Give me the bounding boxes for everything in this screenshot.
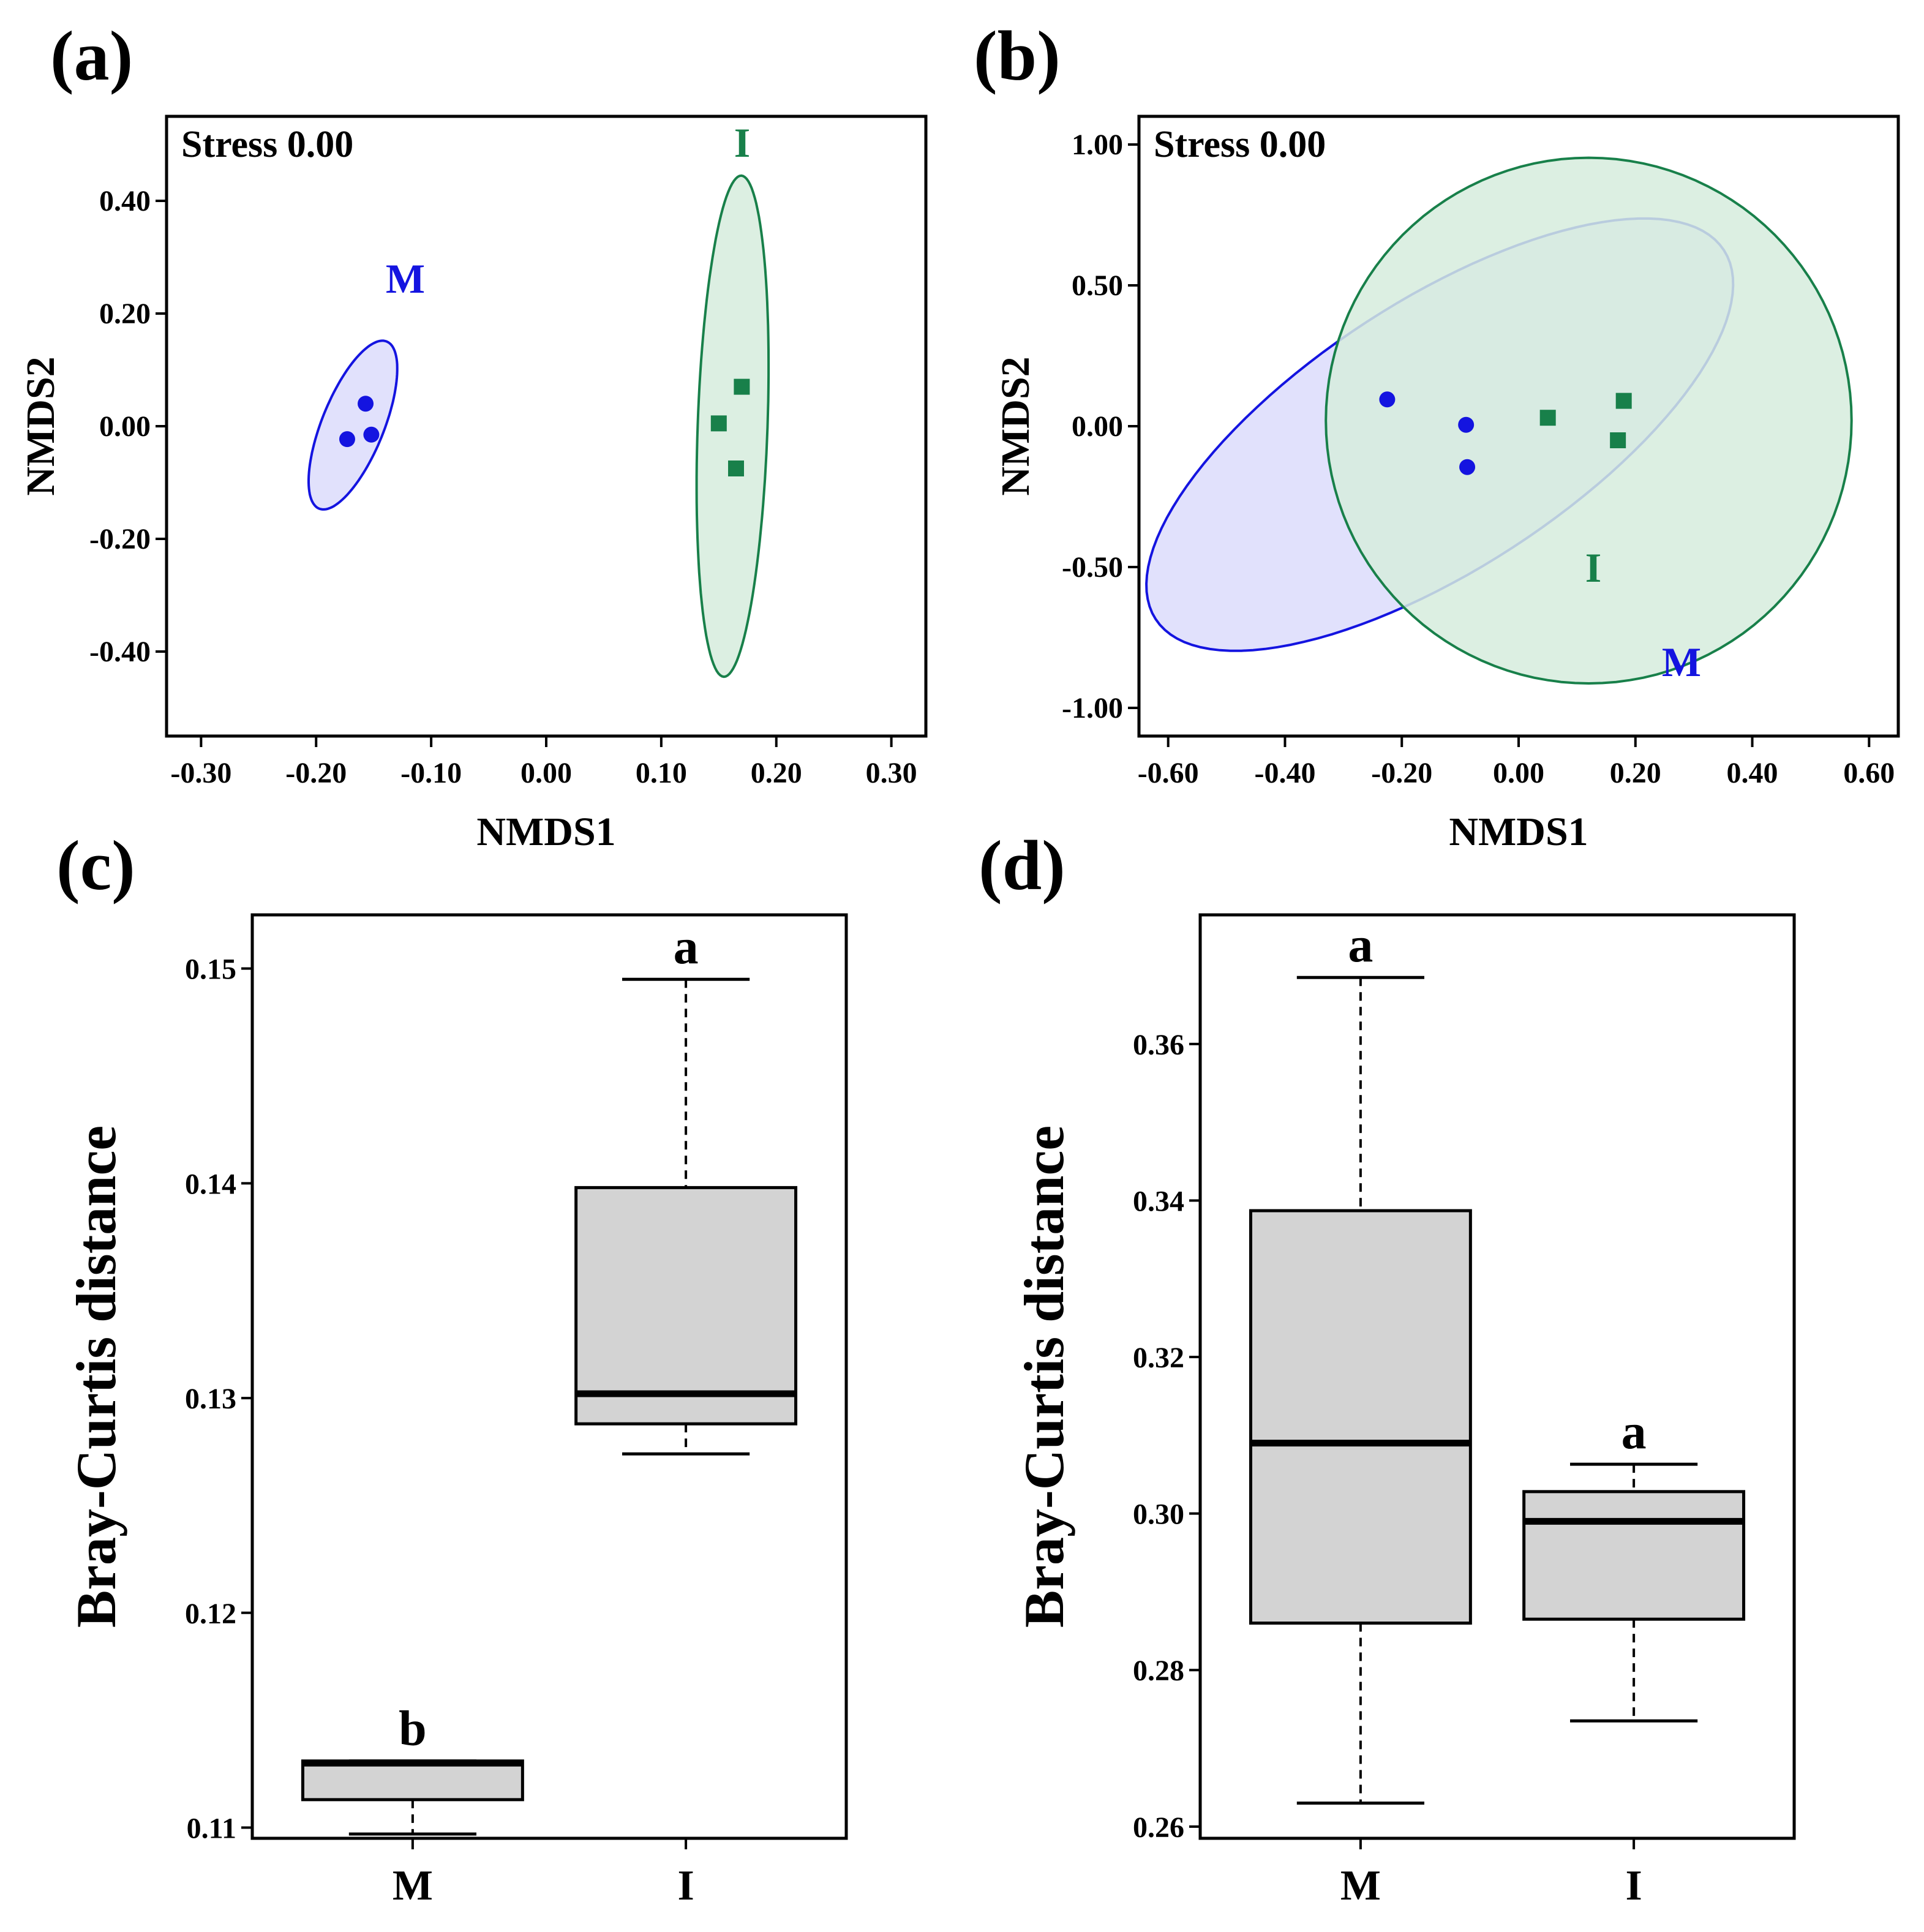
y-axis-label: Bray-Curtis distance: [65, 1126, 127, 1628]
y-tick-label: 0.00: [99, 410, 151, 443]
point-m: [1379, 391, 1396, 408]
x-tick-label: 0.60: [1843, 757, 1895, 789]
x-tick-label: -0.20: [285, 757, 347, 789]
group-label-i: I: [1585, 544, 1601, 591]
x-tick-label: 0.00: [520, 757, 572, 789]
y-tick-label: 0.11: [187, 1812, 236, 1844]
x-tick-label: 0.40: [1727, 757, 1778, 789]
ellipse-i: [695, 174, 770, 678]
significance-letter: a: [1621, 1404, 1647, 1459]
y-tick-label: 0.26: [1133, 1811, 1184, 1844]
point-m: [1458, 416, 1475, 433]
panel-letter: (c): [56, 827, 135, 905]
panel-letter: (a): [50, 17, 133, 96]
y-tick-label: -0.20: [89, 523, 151, 555]
point-i: [1615, 393, 1632, 409]
x-tick-label: -0.30: [170, 757, 231, 789]
box-m: [1249, 1209, 1472, 1625]
point-m: [358, 396, 374, 412]
y-tick-label: 0.50: [1072, 269, 1123, 302]
y-tick-label: -0.40: [89, 636, 151, 668]
y-tick-label: 1.00: [1072, 129, 1123, 161]
y-tick-label: -1.00: [1062, 692, 1123, 724]
x-tick-label: 0.20: [1610, 757, 1661, 789]
y-tick-label: 0.14: [185, 1168, 236, 1200]
y-tick-label: 0.13: [185, 1383, 236, 1415]
x-category-label: I: [1625, 1862, 1642, 1909]
significance-letter: a: [1348, 917, 1373, 972]
ellipse-m: [307, 339, 399, 511]
point-i: [1610, 432, 1626, 448]
box-i: [1522, 1490, 1746, 1621]
significance-letter: a: [674, 919, 699, 974]
plot-frame: [165, 115, 928, 738]
x-tick-label: 0.20: [751, 757, 802, 789]
y-axis-label: Bray-Curtis distance: [1013, 1126, 1075, 1628]
y-tick-label: 0.30: [1133, 1498, 1184, 1531]
y-tick-label: 0.34: [1133, 1185, 1184, 1217]
group-label-m: M: [386, 255, 425, 302]
box-i: [574, 1186, 798, 1426]
plot-frame: [1198, 913, 1796, 1840]
point-i: [710, 415, 727, 432]
y-tick-label: 0.40: [99, 185, 151, 217]
x-category-label: M: [1340, 1862, 1381, 1909]
y-tick-label: 0.15: [185, 953, 236, 986]
point-i: [728, 460, 744, 476]
x-tick-label: 0.10: [636, 757, 687, 789]
point-m: [1459, 459, 1476, 475]
point-i: [1539, 410, 1556, 426]
x-tick-label: 0.00: [1493, 757, 1544, 789]
plot-frame: [250, 913, 848, 1840]
y-axis-label: NMDS2: [993, 356, 1038, 495]
y-tick-label: 0.36: [1133, 1029, 1184, 1061]
y-tick-label: 0.32: [1133, 1342, 1184, 1374]
x-category-label: M: [393, 1862, 433, 1909]
x-tick-label: -0.40: [1254, 757, 1315, 789]
box-m: [301, 1759, 524, 1802]
stress-label: Stress 0.00: [1154, 124, 1326, 165]
ellipse-i: [1325, 156, 1853, 685]
x-axis-label: NMDS1: [476, 810, 615, 854]
stress-label: Stress 0.00: [181, 124, 353, 165]
significance-letter: b: [399, 1701, 427, 1756]
x-tick-label: 0.30: [866, 757, 917, 789]
point-m: [339, 431, 355, 448]
group-label-m: M: [1662, 639, 1701, 685]
panel-letter: (b): [974, 17, 1061, 96]
x-axis-label: NMDS1: [1449, 810, 1588, 854]
y-tick-label: 0.28: [1133, 1655, 1184, 1687]
x-tick-label: -0.10: [400, 757, 462, 789]
y-axis-label: NMDS2: [18, 356, 63, 495]
group-label-i: I: [734, 119, 750, 166]
y-tick-label: 0.00: [1072, 410, 1123, 443]
panel-letter: (d): [979, 827, 1065, 905]
x-tick-label: -0.60: [1138, 757, 1199, 789]
y-tick-label: 0.12: [185, 1598, 236, 1630]
x-category-label: I: [677, 1862, 694, 1909]
point-i: [734, 378, 750, 395]
x-tick-label: -0.20: [1371, 757, 1432, 789]
y-tick-label: 0.20: [99, 298, 151, 330]
point-m: [363, 426, 380, 443]
y-tick-label: -0.50: [1062, 551, 1123, 584]
